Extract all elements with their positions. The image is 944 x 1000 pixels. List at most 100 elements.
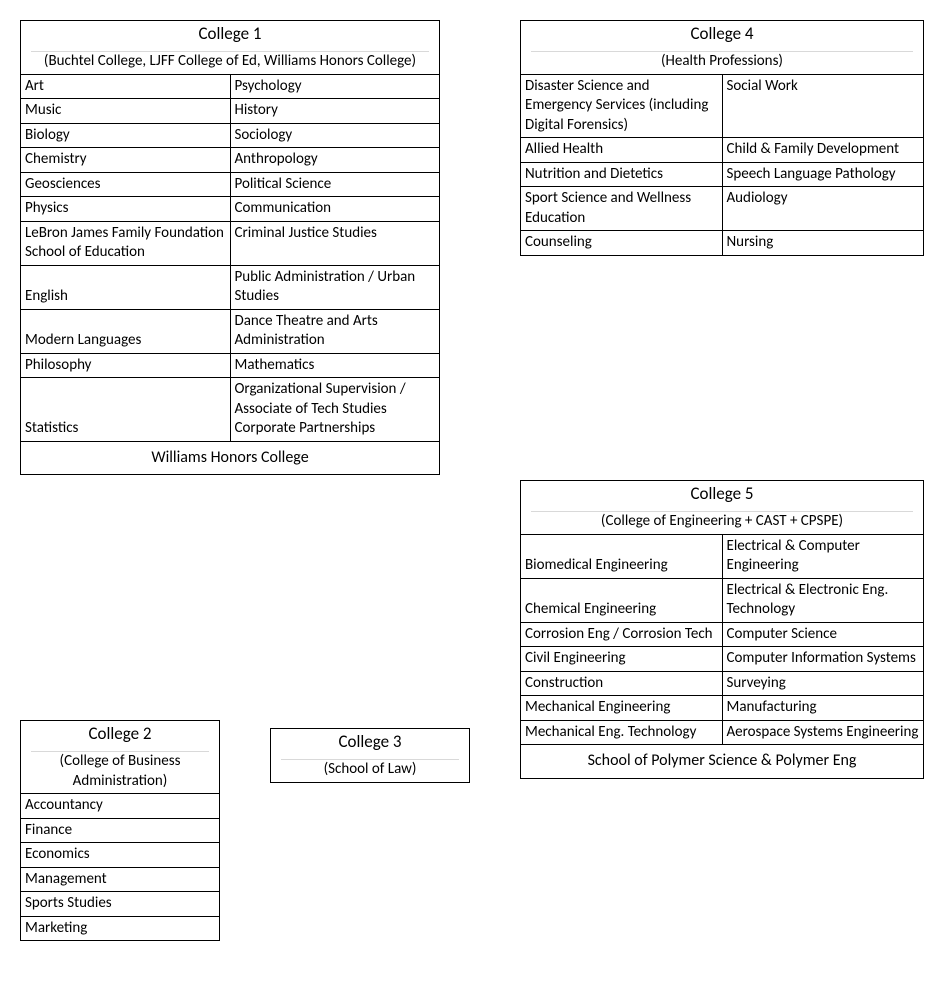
table-cell: Sports Studies — [21, 892, 220, 917]
table-row: Corrosion Eng / Corrosion TechComputer S… — [521, 622, 924, 647]
table-cell: Corrosion Eng / Corrosion Tech — [521, 622, 723, 647]
table-row: Management — [21, 867, 220, 892]
table-row: Finance — [21, 818, 220, 843]
table-cell: Physics — [21, 197, 231, 222]
table-row: Economics — [21, 843, 220, 868]
table-row: Modern LanguagesDance Theatre and Arts A… — [21, 309, 440, 353]
table-cell: Mathematics — [230, 353, 440, 378]
college-1-subtitle: (Buchtel College, LJFF College of Ed, Wi… — [21, 47, 440, 74]
table-cell: Electrical & Electronic Eng. Technology — [722, 578, 924, 622]
table-cell: Management — [21, 867, 220, 892]
table-cell: Political Science — [230, 172, 440, 197]
table-cell: Counseling — [521, 231, 723, 256]
table-cell: Civil Engineering — [521, 647, 723, 672]
table-row: ArtPsychology — [21, 74, 440, 99]
table-row: StatisticsOrganizational Supervision / A… — [21, 378, 440, 442]
table-cell: Aerospace Systems Engineering — [722, 720, 924, 745]
table-cell: LeBron James Family Foundation School of… — [21, 221, 231, 265]
table-cell: Mechanical Eng. Technology — [521, 720, 723, 745]
college-5-title: College 5 — [521, 481, 924, 508]
table-row: GeosciencesPolitical Science — [21, 172, 440, 197]
table-cell: Construction — [521, 671, 723, 696]
table-cell: Accountancy — [21, 794, 220, 819]
table-row: Mechanical Eng. TechnologyAerospace Syst… — [521, 720, 924, 745]
college-3-title: College 3 — [271, 729, 470, 756]
college-1-footer: Williams Honors College — [21, 441, 440, 475]
table-cell: Computer Science — [722, 622, 924, 647]
table-cell: Art — [21, 74, 231, 99]
table-cell: Biology — [21, 123, 231, 148]
college-5-subtitle: (College of Engineering + CAST + CPSPE) — [521, 507, 924, 534]
table-row: Disaster Science and Emergency Services … — [521, 74, 924, 138]
table-cell: Chemical Engineering — [521, 578, 723, 622]
table-cell: Biomedical Engineering — [521, 534, 723, 578]
college-2-title: College 2 — [21, 721, 220, 748]
table-cell: Nursing — [722, 231, 924, 256]
table-row: MusicHistory — [21, 99, 440, 124]
table-cell: Mechanical Engineering — [521, 696, 723, 721]
table-row: PhysicsCommunication — [21, 197, 440, 222]
college-4-body: Disaster Science and Emergency Services … — [521, 74, 924, 255]
table-row: ConstructionSurveying — [521, 671, 924, 696]
table-row: CounselingNursing — [521, 231, 924, 256]
table-cell: Anthropology — [230, 148, 440, 173]
table-row: Chemical EngineeringElectrical & Electro… — [521, 578, 924, 622]
college-5-footer: School of Polymer Science & Polymer Eng — [521, 745, 924, 779]
college-5-body: Biomedical EngineeringElectrical & Compu… — [521, 534, 924, 745]
table-cell: Philosophy — [21, 353, 231, 378]
table-cell: Surveying — [722, 671, 924, 696]
table-cell: Sociology — [230, 123, 440, 148]
table-cell: History — [230, 99, 440, 124]
table-cell: Criminal Justice Studies — [230, 221, 440, 265]
college-4-title: College 4 — [521, 21, 924, 48]
table-cell: Manufacturing — [722, 696, 924, 721]
table-cell: English — [21, 265, 231, 309]
table-cell: Marketing — [21, 916, 220, 941]
table-cell: Finance — [21, 818, 220, 843]
table-cell: Nutrition and Dietetics — [521, 162, 723, 187]
table-cell: Electrical & Computer Engineering — [722, 534, 924, 578]
table-cell: Music — [21, 99, 231, 124]
table-cell: Geosciences — [21, 172, 231, 197]
college-5-table: College 5 (College of Engineering + CAST… — [520, 480, 924, 779]
table-row: ChemistryAnthropology — [21, 148, 440, 173]
table-cell: Audiology — [722, 187, 924, 231]
table-row: Mechanical EngineeringManufacturing — [521, 696, 924, 721]
table-cell: Disaster Science and Emergency Services … — [521, 74, 723, 138]
table-row: Sports Studies — [21, 892, 220, 917]
table-cell: Social Work — [722, 74, 924, 138]
college-1-subtitle-text: (Buchtel College, LJFF College of Ed, Wi… — [44, 52, 416, 70]
table-row: Accountancy — [21, 794, 220, 819]
college-3-subtitle-text: (School of Law) — [324, 760, 417, 778]
college-2-body: AccountancyFinanceEconomicsManagementSpo… — [21, 794, 220, 941]
college-4-subtitle: (Health Professions) — [521, 47, 924, 74]
table-row: Sport Science and Wellness EducationAudi… — [521, 187, 924, 231]
table-cell: Speech Language Pathology — [722, 162, 924, 187]
table-row: LeBron James Family Foundation School of… — [21, 221, 440, 265]
table-cell: Psychology — [230, 74, 440, 99]
table-row: Civil EngineeringComputer Information Sy… — [521, 647, 924, 672]
college-3-table: College 3 (School of Law) — [270, 728, 470, 783]
table-cell: Communication — [230, 197, 440, 222]
table-row: Biomedical EngineeringElectrical & Compu… — [521, 534, 924, 578]
table-cell: Modern Languages — [21, 309, 231, 353]
table-cell: Computer Information Systems — [722, 647, 924, 672]
table-cell: Dance Theatre and Arts Administration — [230, 309, 440, 353]
table-row: Marketing — [21, 916, 220, 941]
college-2-table: College 2 (College of Business Administr… — [20, 720, 220, 941]
table-cell: Allied Health — [521, 138, 723, 163]
table-row: Nutrition and DieteticsSpeech Language P… — [521, 162, 924, 187]
college-4-table: College 4 (Health Professions) Disaster … — [520, 20, 924, 256]
college-1-body: ArtPsychologyMusicHistoryBiologySociolog… — [21, 74, 440, 441]
table-cell: Public Administration / Urban Studies — [230, 265, 440, 309]
table-row: Allied HealthChild & Family Development — [521, 138, 924, 163]
college-2-subtitle-text: (College of Business Administration) — [60, 752, 181, 790]
table-cell: Child & Family Development — [722, 138, 924, 163]
table-row: EnglishPublic Administration / Urban Stu… — [21, 265, 440, 309]
page: College 1 (Buchtel College, LJFF College… — [20, 20, 924, 980]
table-row: BiologySociology — [21, 123, 440, 148]
college-4-subtitle-text: (Health Professions) — [661, 52, 783, 70]
table-cell: Economics — [21, 843, 220, 868]
college-1-title: College 1 — [21, 21, 440, 48]
college-1-table: College 1 (Buchtel College, LJFF College… — [20, 20, 440, 475]
